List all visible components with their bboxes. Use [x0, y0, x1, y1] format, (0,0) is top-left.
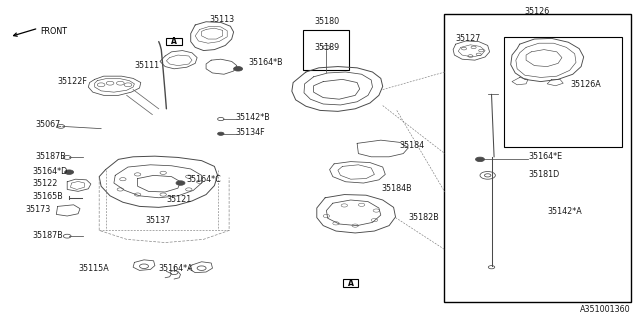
Text: 35127: 35127: [456, 34, 481, 43]
Text: 35181D: 35181D: [528, 170, 559, 179]
Text: 35189: 35189: [315, 43, 340, 52]
Text: 35111: 35111: [134, 61, 159, 70]
Text: FRONT: FRONT: [40, 28, 67, 36]
Text: 35142*B: 35142*B: [236, 113, 270, 122]
Circle shape: [176, 181, 185, 185]
Text: 35122: 35122: [32, 180, 58, 188]
Text: 35184: 35184: [399, 141, 424, 150]
Text: 35180: 35180: [315, 17, 340, 26]
Text: 35121: 35121: [166, 196, 191, 204]
Text: 35182B: 35182B: [408, 213, 439, 222]
Text: 35184B: 35184B: [381, 184, 412, 193]
Text: 35164*B: 35164*B: [248, 58, 283, 67]
Text: 35173: 35173: [26, 205, 51, 214]
Text: 35115A: 35115A: [78, 264, 109, 273]
Text: 35067: 35067: [35, 120, 60, 129]
Text: 35142*A: 35142*A: [547, 207, 582, 216]
Text: 35113: 35113: [210, 15, 235, 24]
Text: 35164*C: 35164*C: [187, 175, 221, 184]
Bar: [343, 279, 358, 287]
Text: 35126: 35126: [525, 7, 550, 16]
Text: 35164*D: 35164*D: [32, 167, 67, 176]
Bar: [444, 14, 631, 302]
Text: 35164*E: 35164*E: [528, 152, 562, 161]
Circle shape: [218, 132, 224, 135]
Text: 35134F: 35134F: [236, 128, 265, 137]
Bar: [303, 30, 349, 70]
Text: 35126A: 35126A: [571, 80, 602, 89]
Text: 35187B: 35187B: [32, 231, 63, 240]
Bar: [504, 37, 622, 147]
Circle shape: [476, 157, 484, 162]
Bar: [166, 38, 182, 45]
Text: 35137: 35137: [146, 216, 171, 225]
Text: 35187B: 35187B: [35, 152, 66, 161]
Circle shape: [234, 67, 243, 71]
Text: A: A: [171, 37, 177, 46]
Text: A: A: [348, 279, 354, 288]
Circle shape: [65, 170, 74, 174]
Text: 35122F: 35122F: [58, 77, 88, 86]
Text: A351001360: A351001360: [580, 305, 630, 314]
Text: 35165B: 35165B: [32, 192, 63, 201]
Text: 35164*A: 35164*A: [159, 264, 193, 273]
